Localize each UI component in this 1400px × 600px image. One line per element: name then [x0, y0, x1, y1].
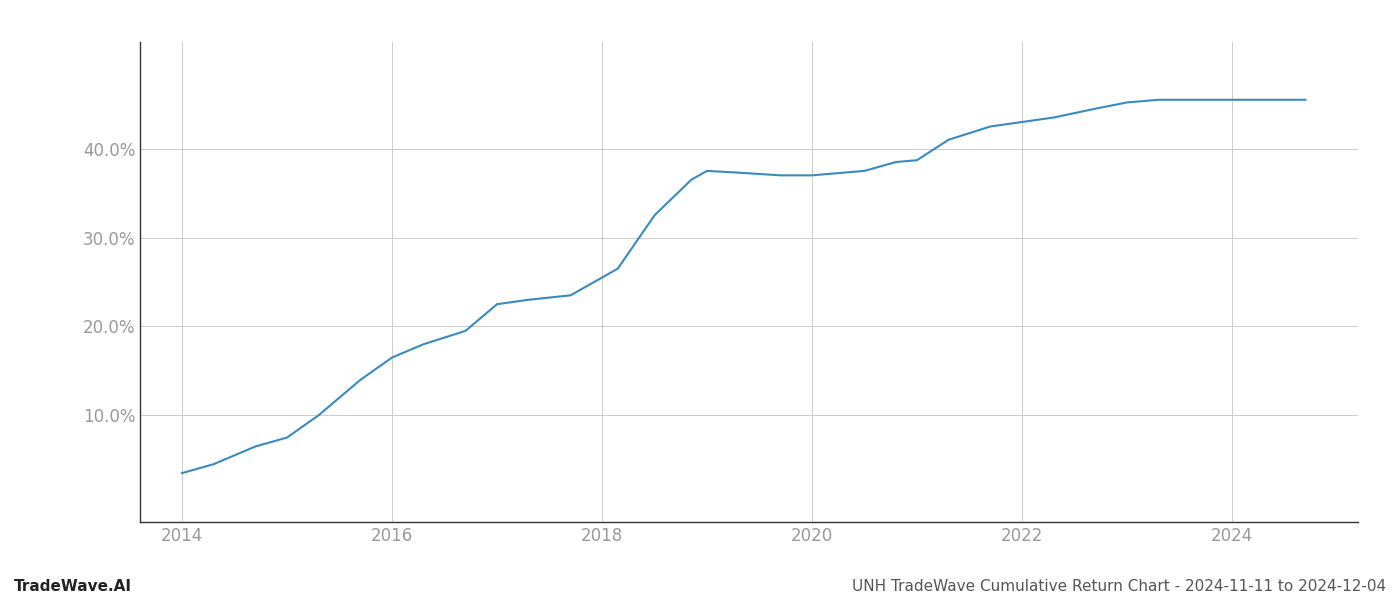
- Text: TradeWave.AI: TradeWave.AI: [14, 579, 132, 594]
- Text: UNH TradeWave Cumulative Return Chart - 2024-11-11 to 2024-12-04: UNH TradeWave Cumulative Return Chart - …: [851, 579, 1386, 594]
